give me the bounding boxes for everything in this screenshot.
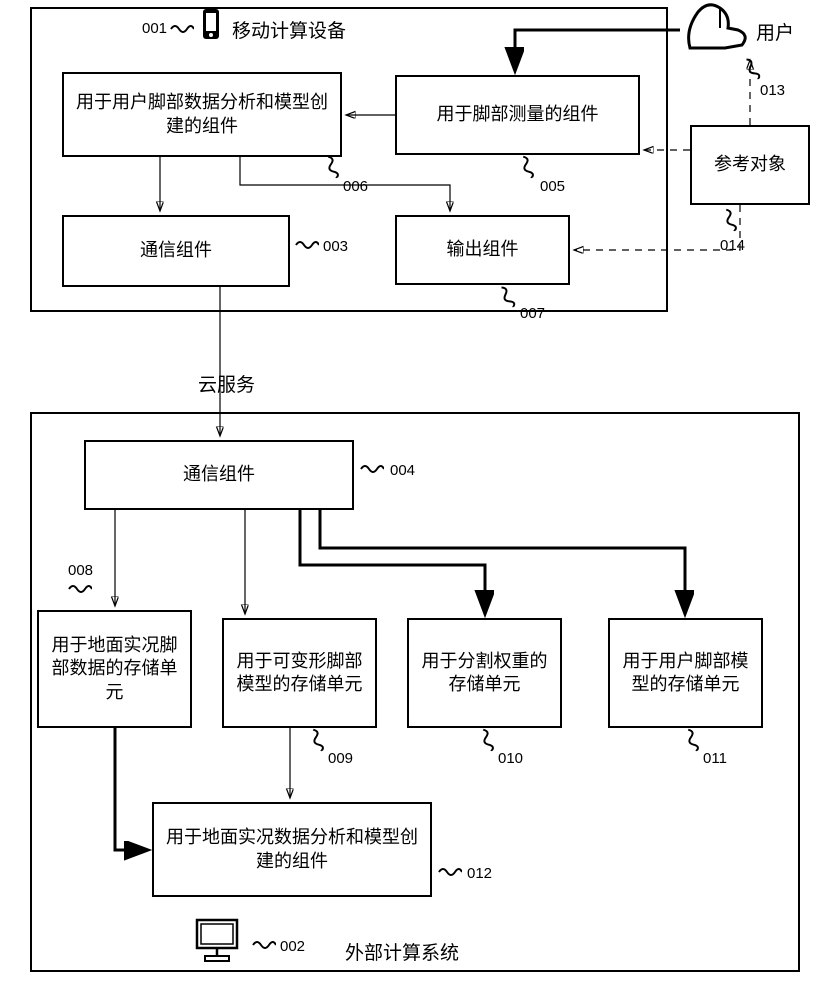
storage-user-box: 用于用户脚部模型的存储单元	[608, 618, 763, 728]
comm-external-box: 通信组件	[84, 440, 354, 510]
num-012: 012	[467, 865, 492, 882]
squiggle-014	[719, 206, 740, 233]
analysis-model-box: 用于用户脚部数据分析和模型创建的组件	[62, 72, 342, 157]
num-002: 002	[280, 938, 305, 955]
storage-weights-box: 用于分割权重的存储单元	[407, 618, 562, 728]
num-010: 010	[498, 750, 523, 767]
num-003: 003	[323, 238, 348, 255]
num-009: 009	[328, 750, 353, 767]
num-013: 013	[760, 82, 785, 99]
comm-mobile-text: 通信组件	[140, 239, 212, 262]
squiggle-008	[68, 582, 92, 596]
squiggle-004	[360, 462, 384, 476]
storage-deform-box: 用于可变形脚部模型的存储单元	[222, 618, 377, 728]
storage-gt-box: 用于地面实况脚部数据的存储单元	[37, 610, 192, 728]
output-text: 输出组件	[447, 238, 519, 261]
output-box: 输出组件	[395, 215, 570, 285]
squiggle-002	[252, 938, 276, 952]
comm-mobile-box: 通信组件	[62, 215, 290, 287]
ref-object-box: 参考对象	[690, 125, 810, 205]
num-004: 004	[390, 462, 415, 479]
gt-analysis-text: 用于地面实况数据分析和模型创建的组件	[158, 826, 426, 873]
ref-object-text: 参考对象	[714, 153, 786, 176]
squiggle-013	[740, 55, 764, 83]
squiggle-003	[295, 238, 319, 252]
foot-icon	[680, 0, 752, 55]
foot-measure-text: 用于脚部测量的组件	[437, 103, 599, 126]
storage-user-text: 用于用户脚部模型的存储单元	[614, 650, 757, 697]
foot-measure-box: 用于脚部测量的组件	[395, 75, 640, 155]
storage-gt-text: 用于地面实况脚部数据的存储单元	[43, 634, 186, 704]
storage-deform-text: 用于可变形脚部模型的存储单元	[228, 650, 371, 697]
num-008: 008	[68, 562, 93, 579]
num-011: 011	[703, 750, 727, 767]
squiggle-012	[438, 865, 462, 879]
cloud-service-label: 云服务	[198, 370, 255, 397]
phone-icon	[200, 8, 222, 42]
num-005: 005	[540, 178, 565, 195]
gt-analysis-box: 用于地面实况数据分析和模型创建的组件	[152, 802, 432, 897]
computer-icon	[190, 918, 245, 963]
comm-external-text: 通信组件	[183, 463, 255, 486]
mobile-device-label: 移动计算设备	[232, 16, 346, 43]
num-007: 007	[520, 305, 545, 322]
analysis-model-text: 用于用户脚部数据分析和模型创建的组件	[68, 91, 336, 138]
squiggle-001	[170, 22, 194, 36]
external-system-label: 外部计算系统	[345, 938, 459, 965]
user-label: 用户	[756, 18, 794, 45]
num-014: 014	[720, 237, 745, 254]
storage-weights-text: 用于分割权重的存储单元	[413, 650, 556, 697]
num-001: 001	[142, 20, 167, 37]
num-006: 006	[343, 178, 368, 195]
